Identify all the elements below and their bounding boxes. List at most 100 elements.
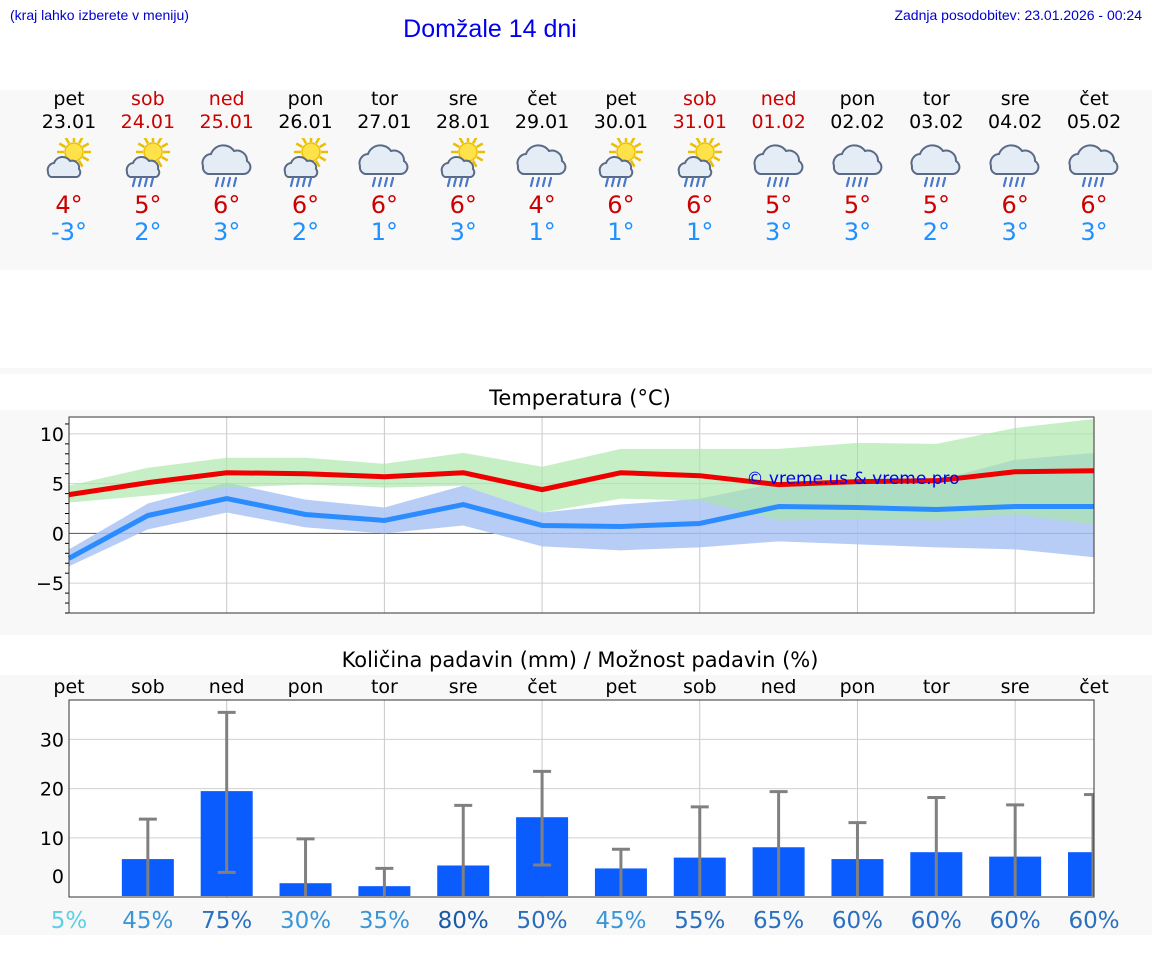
day-column: sob 31.01 6° 1°	[660, 88, 739, 246]
day-name: sob	[131, 88, 165, 110]
page-title: Domžale 14 dni	[403, 15, 577, 43]
temp-min: 3°	[1001, 218, 1029, 246]
day-column: pet 23.01 4° -3°	[30, 88, 109, 246]
y-tick-label: 0	[52, 866, 64, 888]
temp-max: 5°	[134, 191, 162, 219]
y-tick-label: 0	[52, 523, 64, 545]
day-column: pet 30.01 6° 1°	[581, 88, 660, 246]
day-column: pon 26.01 6° 2°	[266, 88, 345, 246]
x-category-label: sob	[683, 676, 717, 698]
day-column: čet 29.01 4° 1°	[503, 88, 582, 246]
precip-probability: 60%	[1068, 908, 1119, 934]
day-date: 24.01	[120, 111, 176, 133]
precip-probability: 30%	[280, 908, 331, 934]
day-column: ned 25.01 6° 3°	[187, 88, 266, 246]
cloud-rain-icon	[196, 138, 258, 188]
day-date: 01.02	[751, 111, 806, 133]
sun-cloud-icon	[38, 135, 100, 188]
temp-min: 3°	[213, 218, 241, 246]
day-date: 04.02	[987, 111, 1043, 133]
temp-min: 1°	[607, 218, 635, 246]
precip-bar	[1068, 852, 1094, 896]
temp-max: 6°	[449, 191, 477, 219]
sun-cloud-rain-icon	[590, 135, 652, 188]
cloud-rain-icon	[748, 138, 810, 188]
day-name: pon	[839, 88, 876, 110]
precip-probability: 35%	[359, 908, 410, 934]
x-category-label: pon	[288, 676, 324, 698]
temp-min: 3°	[843, 218, 872, 246]
temp-max: 5°	[843, 191, 872, 219]
day-date: 23.01	[41, 111, 97, 133]
x-category-label: tor	[923, 676, 950, 698]
day-date: 27.01	[357, 111, 412, 133]
precip-probability: 60%	[990, 908, 1041, 934]
temp-max: 5°	[765, 191, 793, 219]
day-column: tor 03.02 5° 2°	[897, 88, 976, 246]
day-column: ned 01.02 5° 3°	[739, 88, 818, 246]
day-name: sob	[683, 88, 717, 110]
day-date: 03.02	[909, 111, 964, 133]
cloud-rain-icon	[1063, 138, 1125, 188]
temp-max: 6°	[1080, 191, 1108, 219]
day-date: 05.02	[1066, 111, 1122, 133]
temp-max: 6°	[213, 191, 241, 219]
location-hint: (kraj lahko izberete v meniju)	[10, 7, 189, 23]
sun-cloud-rain-icon	[669, 135, 731, 188]
cloud-rain-icon	[511, 138, 573, 188]
sun-cloud-rain-icon	[117, 135, 179, 188]
precip-probability: 5%	[51, 908, 88, 934]
spacer-panel	[0, 368, 1152, 374]
precipitation-chart: pet sob ned pon tor sre čet pet sob ned pon tor sre č…	[40, 676, 1120, 934]
precip-probability: 45%	[122, 908, 173, 934]
day-name: tor	[922, 88, 950, 110]
x-category-label: pet	[605, 676, 636, 698]
precip-probability: 45%	[595, 908, 646, 934]
x-category-label: tor	[371, 676, 398, 698]
temp-min: 2°	[291, 218, 320, 246]
temperature-chart: −5 0 5 10 © vreme.us & vreme.pro	[36, 416, 1095, 614]
x-category-label: ned	[209, 676, 245, 698]
max-temp-range-band	[69, 418, 1094, 525]
temp-min: 1°	[370, 218, 399, 246]
temp-min: -3°	[51, 218, 87, 246]
y-tick-label: −5	[36, 573, 64, 595]
temp-min: 2°	[134, 218, 162, 246]
plot-frame	[68, 699, 1095, 898]
day-date: 29.01	[514, 111, 570, 133]
day-name: pet	[53, 88, 85, 110]
day-column: sob 24.01 5° 2°	[108, 88, 187, 246]
y-tick-label: 20	[40, 779, 64, 801]
temp-max: 4°	[528, 191, 556, 219]
x-category-label: čet	[1079, 676, 1109, 698]
y-tick-label: 10	[40, 828, 64, 850]
day-column: sre 04.02 6° 3°	[976, 88, 1055, 246]
y-tick-label: 5	[52, 474, 64, 496]
x-category-label: ned	[761, 676, 797, 698]
temp-min: 3°	[1080, 218, 1108, 246]
day-date: 25.01	[199, 111, 254, 133]
temp-max: 4°	[55, 191, 83, 219]
x-category-label: sre	[1001, 676, 1030, 698]
day-name: ned	[208, 88, 245, 110]
plot-frame	[68, 416, 1095, 614]
sun-cloud-rain-icon	[432, 135, 494, 188]
temp-max: 6°	[607, 191, 635, 219]
min-temp-line	[67, 496, 1094, 561]
temp-min: 1°	[686, 218, 714, 246]
day-name: sre	[448, 88, 478, 110]
temp-max: 6°	[370, 191, 399, 219]
x-category-label: sre	[449, 676, 478, 698]
cloud-rain-icon	[984, 138, 1046, 188]
day-name: pon	[287, 88, 324, 110]
x-category-label: pon	[840, 676, 876, 698]
temp-min: 1°	[528, 218, 556, 246]
temp-max: 6°	[686, 191, 714, 219]
day-name: čet	[527, 88, 557, 110]
day-column: tor 27.01 6° 1°	[345, 88, 424, 246]
temp-min: 2°	[922, 218, 950, 246]
temp-max: 5°	[922, 191, 950, 219]
x-category-label: sob	[131, 676, 165, 698]
temp-max: 6°	[1001, 191, 1029, 219]
sun-cloud-rain-icon	[275, 135, 337, 188]
